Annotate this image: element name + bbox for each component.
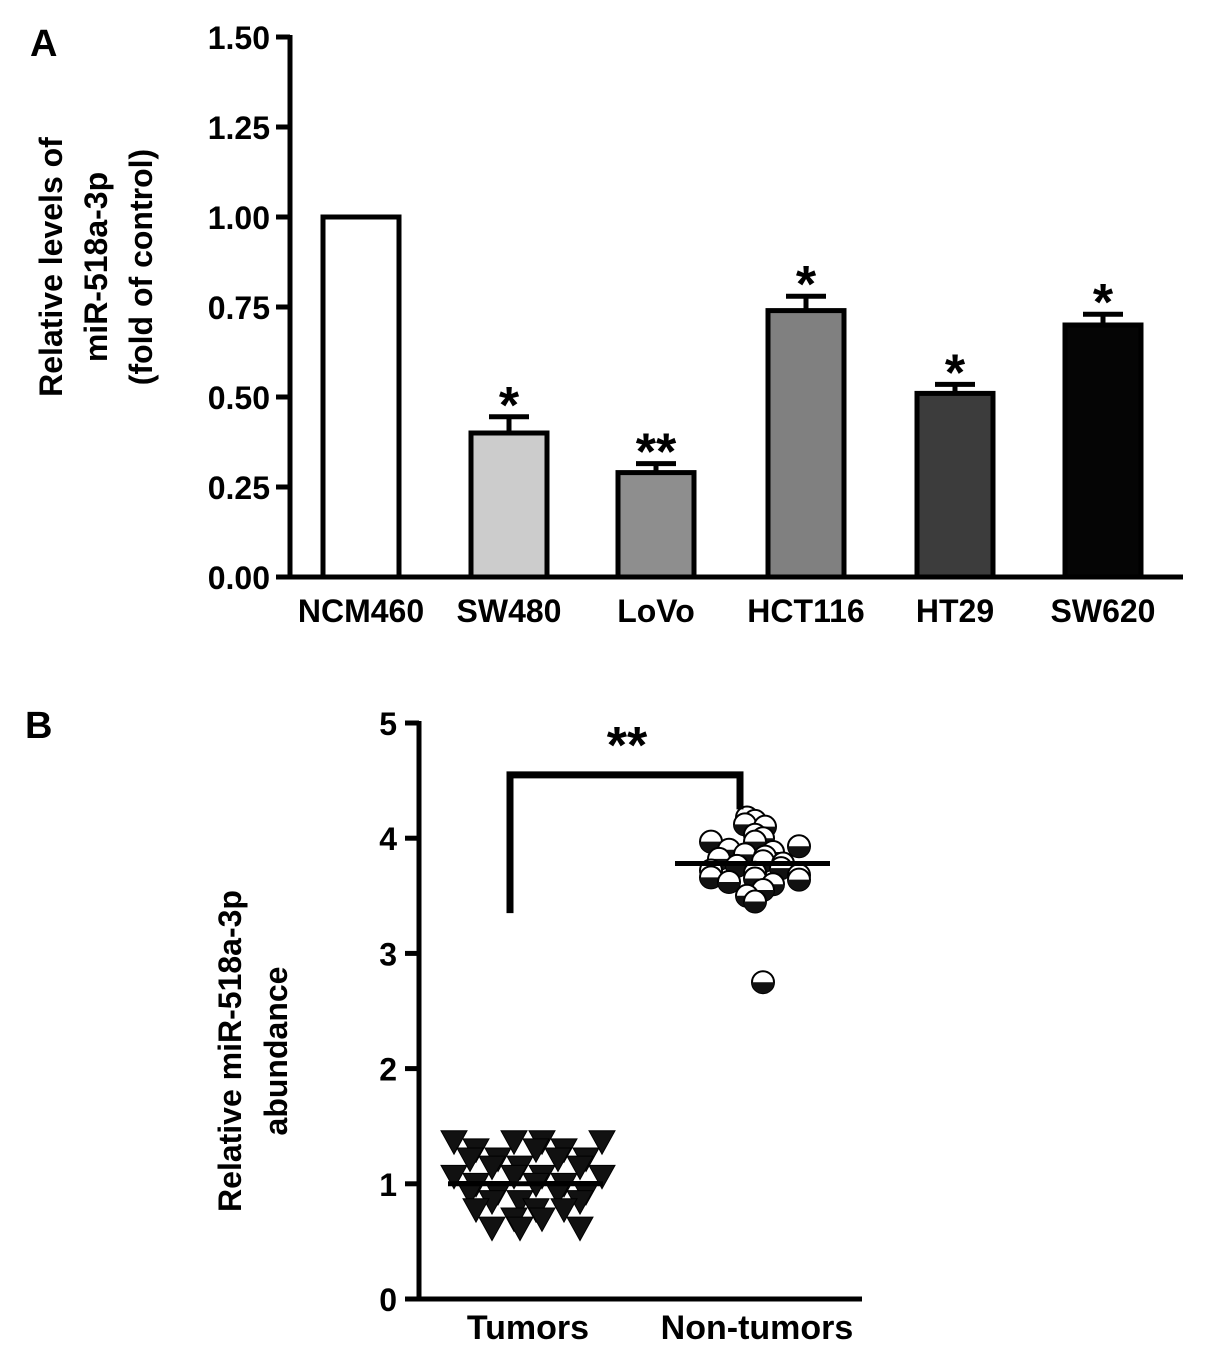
panel-a-y-axis-label-line: miR-518a-3p	[78, 172, 114, 362]
panel-a-y-axis-label-line: Relative levels of	[33, 137, 69, 397]
panel-b: B Relative miR-518a-3p abundance 0 1 2 3 4 5 *…	[25, 705, 862, 1347]
panel-b-y-axis-label-line: Relative miR-518a-3p	[212, 890, 248, 1212]
non-tumor-point	[717, 869, 741, 894]
panel-b-y-tick-label: 4	[379, 821, 397, 857]
panel-b-y-tick-label: 1	[379, 1167, 397, 1203]
non-tumor-point	[787, 834, 811, 859]
non-tumor-point	[699, 865, 723, 890]
tumor-point	[462, 1198, 490, 1224]
tumor-point	[522, 1138, 550, 1164]
non-tumor-point-fill	[788, 846, 810, 858]
non-tumor-point-fill	[718, 881, 740, 893]
panel-a-x-tick-labels: NCM460 SW480 LoVo HCT116 HT29 SW620	[298, 593, 1156, 629]
panel-b-y-tick-label: 0	[379, 1282, 397, 1318]
panel-a-x-tick-label: SW620	[1051, 593, 1156, 629]
panel-a-x-tick-label: LoVo	[617, 593, 695, 629]
panel-a-x-tick-label: HT29	[916, 593, 994, 629]
panel-b-x-tick-label: Tumors	[467, 1309, 589, 1347]
panel-a-bar-hct116	[765, 308, 847, 580]
panel-a-bars: ******	[320, 214, 1144, 580]
panel-b-y-ticks: 0 1 2 3 4 5	[379, 706, 419, 1318]
panel-a-x-tick-label: HCT116	[747, 593, 864, 629]
panel-b-y-axis-label-line: abundance	[258, 967, 294, 1136]
panel-b-y-tick-label: 2	[379, 1052, 397, 1088]
non-tumor-point	[787, 867, 811, 892]
tumor-point	[566, 1155, 594, 1181]
panel-b-y-tick-label: 5	[379, 706, 397, 742]
non-tumor-point	[751, 970, 775, 995]
panel-a-significance-marker: *	[796, 256, 817, 314]
tumor-point	[500, 1130, 528, 1156]
tumor-point	[506, 1216, 534, 1242]
panel-b-label: B	[25, 705, 52, 747]
panel-a-bar-sw480	[468, 430, 550, 580]
tumor-point	[550, 1198, 578, 1224]
tumor-point	[478, 1216, 506, 1242]
panel-a-significance-marker: *	[945, 344, 966, 402]
panel-a: A Relative levels of miR-518a-3p (fold of …	[30, 20, 1183, 629]
tumor-point	[588, 1130, 616, 1156]
panel-a-y-tick-label: 1.25	[208, 110, 270, 146]
panel-a-y-ticks: 0.00 0.25 0.50 0.75 1.00 1.25 1.50	[208, 20, 290, 596]
panel-a-bar-sw620	[1062, 322, 1144, 580]
panel-b-significance: **	[506, 717, 744, 914]
panel-b-significance-marker: **	[607, 717, 648, 775]
panel-a-significance-marker: *	[499, 377, 520, 435]
panel-a-bar-ncm460	[320, 214, 402, 580]
tumor-point	[440, 1164, 468, 1190]
panel-a-axes	[287, 35, 1183, 580]
panel-b-mean-lines	[448, 861, 830, 1187]
panel-b-significance-bracket	[506, 771, 744, 914]
panel-a-significance-marker: *	[1093, 274, 1114, 332]
panel-a-bar-lovo	[615, 470, 697, 580]
tumor-point	[566, 1216, 594, 1242]
panel-a-y-tick-label: 0.75	[208, 290, 270, 326]
non-tumor-point-fill	[700, 877, 722, 889]
panel-a-x-tick-label: NCM460	[298, 593, 424, 629]
panel-a-bar-ht29	[914, 390, 996, 580]
panel-b-points	[440, 805, 811, 1242]
non-tumor-point-fill	[788, 879, 810, 891]
tumor-point	[440, 1130, 468, 1156]
tumor-point	[478, 1155, 506, 1181]
panel-a-y-axis-label-line: (fold of control)	[123, 149, 159, 385]
non-tumor-point	[743, 889, 767, 914]
panel-a-y-tick-label: 1.00	[208, 200, 270, 236]
panel-b-x-tick-labels: Tumors Non-tumors	[467, 1309, 853, 1347]
tumor-point	[544, 1147, 572, 1173]
tumor-point	[528, 1207, 556, 1233]
non-tumor-point-fill	[744, 901, 766, 913]
tumor-point	[456, 1147, 484, 1173]
panel-a-y-tick-label: 0.00	[208, 560, 270, 596]
panel-a-significance-marker: **	[636, 424, 677, 482]
panel-a-y-tick-label: 0.50	[208, 380, 270, 416]
non-tumor-point-fill	[752, 982, 774, 994]
panel-b-y-axis-label: Relative miR-518a-3p abundance	[212, 890, 294, 1212]
panel-b-x-tick-label: Non-tumors	[661, 1309, 854, 1347]
panel-b-axes	[416, 721, 862, 1302]
panel-a-y-tick-label: 1.50	[208, 20, 270, 56]
panel-a-y-axis-label: Relative levels of miR-518a-3p (fold of co…	[33, 137, 159, 397]
tumor-point	[588, 1164, 616, 1190]
panel-a-label: A	[30, 23, 57, 65]
tumor-point	[500, 1164, 528, 1190]
panel-a-x-tick-label: SW480	[457, 593, 562, 629]
panel-a-y-tick-label: 0.25	[208, 470, 270, 506]
panel-b-y-tick-label: 3	[379, 936, 397, 972]
